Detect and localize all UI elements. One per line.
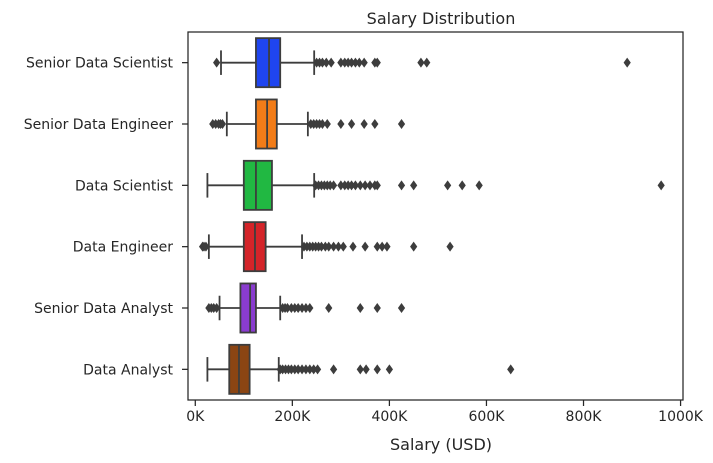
outlier-point — [294, 364, 302, 375]
outlier-point — [213, 57, 221, 68]
y-tick-label: Data Analyst — [83, 362, 173, 378]
outlier-point — [373, 241, 381, 252]
outlier-point — [318, 119, 327, 129]
outlier-point — [360, 119, 368, 129]
iqr-box — [242, 159, 273, 211]
outlier-point — [323, 119, 331, 129]
x-tick-label: 600K — [469, 409, 506, 425]
outlier-point — [356, 364, 364, 375]
outlier-point — [657, 180, 665, 191]
outlier-point — [383, 241, 391, 252]
outlier-point — [444, 180, 452, 191]
outlier-point — [446, 241, 454, 252]
outlier-point — [371, 119, 379, 129]
outlier-point — [317, 241, 326, 252]
outlier-point — [302, 364, 310, 375]
outlier-point — [507, 364, 515, 375]
outlier-point — [360, 57, 368, 68]
outlier-point — [329, 241, 338, 252]
outlier-point — [334, 241, 343, 252]
outlier-point — [302, 303, 310, 313]
outlier-point — [347, 180, 356, 191]
y-tick-label: Senior Data Analyst — [34, 301, 173, 317]
chart-title: Salary Distribution — [367, 9, 516, 28]
outlier-point — [373, 57, 381, 68]
outlier-point — [417, 57, 425, 68]
box-group — [213, 37, 631, 89]
y-tick-label: Data Engineer — [73, 240, 173, 256]
outlier-point — [356, 303, 364, 313]
outlier-point — [298, 303, 306, 313]
outlier-point — [623, 57, 631, 68]
outlier-point — [294, 303, 302, 313]
x-tick-label: 800K — [566, 409, 603, 425]
outlier-point — [397, 180, 406, 191]
outlier-point — [475, 180, 483, 191]
outlier-point — [306, 364, 314, 375]
outlier-point — [202, 241, 210, 252]
outlier-point — [373, 303, 381, 313]
outlier-point — [361, 180, 369, 191]
outlier-point — [347, 119, 356, 129]
outlier-point — [313, 364, 322, 375]
outlier-point — [322, 57, 330, 68]
box-group — [198, 221, 454, 273]
outlier-point — [329, 364, 338, 375]
outlier-point — [373, 364, 381, 375]
outlier-point — [373, 180, 381, 191]
outlier-point — [329, 180, 338, 191]
outlier-point — [385, 364, 393, 375]
outlier-point — [327, 57, 335, 68]
plot-frame — [187, 31, 684, 401]
outlier-point — [347, 57, 356, 68]
box-group — [209, 98, 406, 150]
y-tick-label: Senior Data Engineer — [24, 117, 174, 133]
outlier-point — [337, 180, 345, 191]
outlier-point — [366, 180, 374, 191]
outlier-point — [218, 119, 227, 129]
box-group — [205, 282, 406, 334]
outlier-point — [458, 180, 466, 191]
outlier-point — [351, 180, 360, 191]
box-group — [206, 159, 665, 211]
outlier-point — [397, 303, 406, 313]
outlier-point — [306, 303, 314, 313]
outlier-point — [298, 364, 306, 375]
outlier-point — [397, 119, 406, 129]
outlier-point — [361, 241, 369, 252]
outlier-point — [310, 364, 318, 375]
outlier-point — [337, 119, 345, 129]
x-tick-label: 400K — [371, 409, 408, 425]
y-tick-label: Data Scientist — [75, 178, 174, 194]
outlier-point — [339, 241, 347, 252]
x-tick-label: 0K — [186, 409, 205, 425]
iqr-box — [239, 282, 257, 334]
outlier-point — [351, 57, 360, 68]
outlier-point — [325, 241, 333, 252]
x-axis-label: Salary (USD) — [390, 435, 492, 454]
outlier-point — [356, 180, 364, 191]
outlier-point — [362, 364, 370, 375]
outlier-point — [283, 303, 292, 313]
y-tick-label: Senior Data Scientist — [26, 56, 174, 72]
y-axis: Senior Data Scientist Senior Data Enginee… — [24, 56, 188, 378]
outlier-point — [213, 303, 221, 313]
outlier-point — [378, 241, 386, 252]
outlier-point — [410, 241, 418, 252]
iqr-box — [255, 37, 282, 89]
box-group — [206, 343, 515, 395]
outlier-point — [325, 303, 333, 313]
x-axis: 0K 200K 400K 600K 800K 1000K — [186, 400, 704, 425]
outlier-point — [410, 180, 418, 191]
x-tick-label: 200K — [274, 409, 311, 425]
outlier-point — [349, 241, 357, 252]
outlier-point — [318, 57, 327, 68]
outlier-point — [355, 57, 363, 68]
outlier-point — [337, 57, 345, 68]
plot-area — [198, 37, 665, 395]
outlier-point — [423, 57, 431, 68]
x-tick-label: 1000K — [658, 409, 704, 425]
